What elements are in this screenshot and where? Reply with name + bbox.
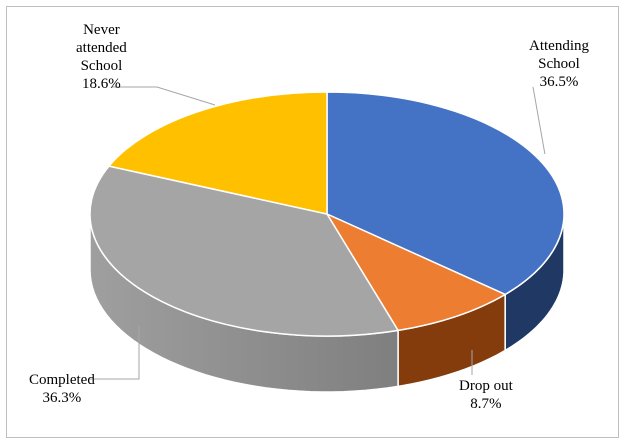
label-line: School (80, 58, 123, 74)
label-value: 18.6% (82, 76, 121, 92)
label-drop-out: Drop out 8.7% (459, 377, 513, 413)
leader-line-2 (89, 326, 140, 380)
label-attending-school: Attending School 36.5% (529, 37, 589, 91)
label-line: Attending (529, 38, 589, 54)
label-line: attended (76, 40, 127, 56)
pie-top-group (89, 91, 565, 337)
pie-slice-2 (89, 165, 399, 337)
label-value: 8.7% (470, 396, 502, 412)
label-line: School (538, 56, 580, 72)
label-line: Never (83, 22, 120, 38)
chart-frame: Attending School 36.5% Drop out 8.7% Com… (6, 6, 619, 438)
pie-slice-3 (108, 91, 328, 215)
pie-chart (89, 86, 565, 393)
label-completed: Completed 36.3% (29, 371, 95, 407)
pie-side-group (89, 213, 565, 393)
leader-line-0 (532, 86, 546, 155)
label-never-attended-school: Never attended School 18.6% (76, 21, 127, 93)
label-value: 36.3% (42, 390, 82, 406)
label-line: Completed (29, 372, 95, 388)
pie-slice-1 (326, 213, 506, 332)
label-value: 36.5% (539, 74, 579, 90)
label-line: Drop out (459, 378, 513, 394)
leader-line-3 (112, 86, 216, 106)
pie-slice-0 (326, 91, 565, 296)
